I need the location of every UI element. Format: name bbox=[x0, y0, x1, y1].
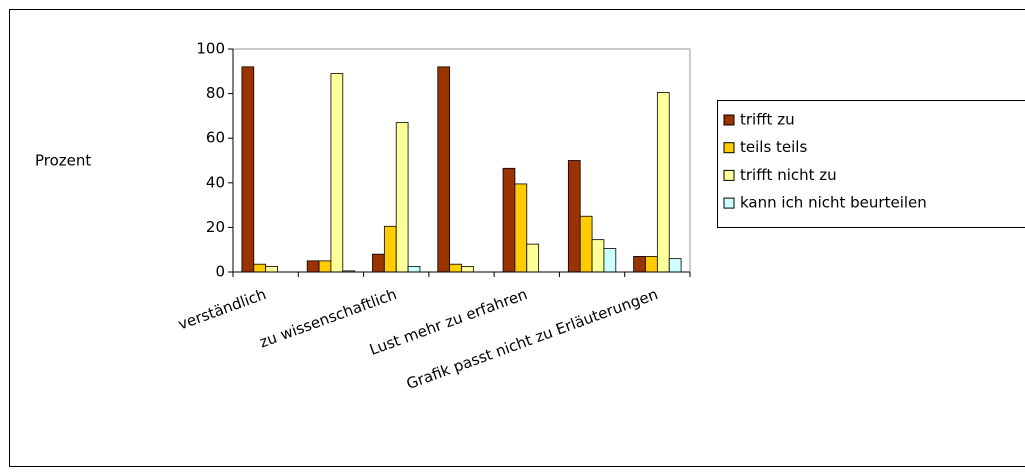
y-tick-label: 100 bbox=[196, 40, 225, 58]
bar bbox=[591, 239, 605, 273]
bar bbox=[407, 266, 421, 273]
bar bbox=[514, 183, 528, 273]
legend-swatch bbox=[723, 142, 735, 154]
legend-swatch bbox=[723, 114, 735, 126]
bar bbox=[437, 66, 451, 273]
bar bbox=[502, 167, 516, 273]
bar bbox=[318, 260, 332, 273]
legend-box bbox=[717, 100, 1025, 228]
bar bbox=[383, 225, 397, 273]
bar bbox=[306, 260, 320, 273]
bar bbox=[567, 160, 581, 273]
bar bbox=[395, 122, 409, 273]
y-tick-label: 0 bbox=[215, 263, 225, 281]
bar bbox=[579, 215, 593, 273]
bar bbox=[645, 255, 658, 273]
bar bbox=[526, 243, 540, 273]
bar bbox=[656, 92, 670, 273]
bar bbox=[603, 248, 617, 273]
y-tick-label: 80 bbox=[206, 84, 225, 102]
bar bbox=[330, 73, 344, 273]
legend-label: trifft zu bbox=[740, 111, 795, 129]
y-tick-label: 20 bbox=[206, 218, 225, 236]
bar bbox=[461, 266, 474, 273]
bar bbox=[668, 258, 682, 273]
legend-swatch bbox=[723, 169, 735, 181]
bar bbox=[449, 263, 462, 273]
legend-label: kann ich nicht beurteilen bbox=[740, 194, 927, 212]
legend-swatch bbox=[723, 197, 735, 209]
bar bbox=[372, 253, 385, 273]
bar bbox=[265, 266, 278, 273]
bar bbox=[253, 263, 267, 273]
y-tick-label: 60 bbox=[206, 129, 225, 147]
plot-area bbox=[232, 48, 691, 273]
bar bbox=[633, 255, 646, 273]
legend-label: teils teils bbox=[740, 138, 807, 156]
bar bbox=[241, 66, 255, 273]
y-axis-label: Prozent bbox=[35, 152, 91, 170]
legend-label: trifft nicht zu bbox=[740, 166, 837, 184]
y-tick-label: 40 bbox=[206, 173, 225, 191]
